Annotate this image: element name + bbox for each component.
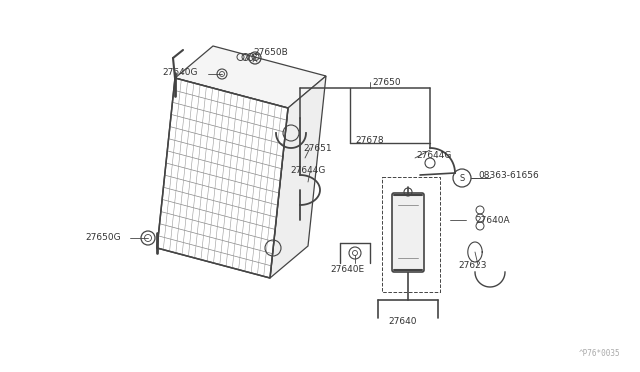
Text: ^P76*0035: ^P76*0035: [579, 349, 620, 358]
Text: 08363-61656: 08363-61656: [478, 170, 539, 180]
Polygon shape: [157, 78, 288, 278]
Text: 27640: 27640: [388, 317, 417, 327]
Text: S: S: [460, 173, 465, 183]
Text: 27678: 27678: [355, 135, 383, 144]
Text: 27651: 27651: [303, 144, 332, 153]
Text: 27644G: 27644G: [290, 166, 325, 174]
Text: 27623: 27623: [458, 260, 486, 269]
FancyBboxPatch shape: [392, 193, 424, 272]
Text: 27650: 27650: [372, 77, 401, 87]
Polygon shape: [270, 76, 326, 278]
Text: 27640E: 27640E: [330, 266, 364, 275]
Text: 27650B: 27650B: [253, 48, 288, 57]
Text: 27650G: 27650G: [85, 232, 120, 241]
Text: 27640G: 27640G: [162, 67, 198, 77]
Text: 27640A: 27640A: [475, 215, 509, 224]
Text: 27644G: 27644G: [416, 151, 451, 160]
Polygon shape: [175, 46, 326, 108]
